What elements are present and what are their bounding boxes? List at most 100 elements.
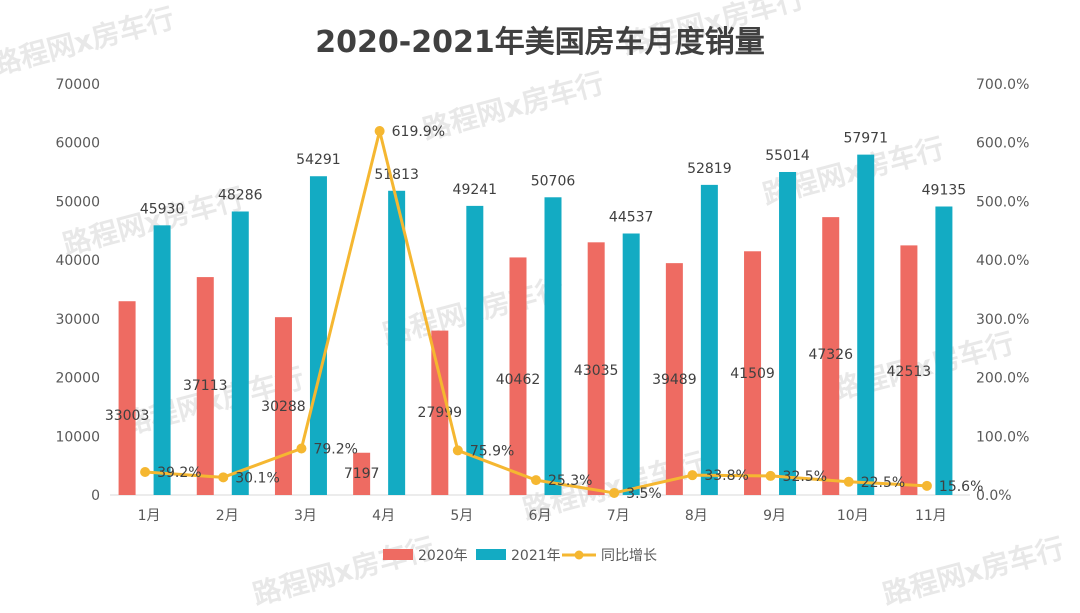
growth-point: [296, 443, 307, 454]
legend-label-2021: 2021年: [511, 548, 561, 564]
data-label-2021: 50706: [531, 173, 576, 189]
bar-2020: [665, 263, 683, 495]
data-label-2021: 49241: [453, 182, 498, 198]
y-tick-label: 30000: [55, 312, 100, 328]
data-label-2020: 43035: [574, 363, 619, 379]
data-label-2021: 54291: [296, 152, 341, 168]
bar-2021: [231, 211, 249, 496]
data-label-2020: 37113: [183, 378, 228, 394]
y2-tick-label: 0.0%: [976, 488, 1012, 504]
y2-tick-label: 500.0%: [976, 194, 1029, 210]
data-label-2020: 27999: [418, 405, 463, 421]
x-tick-label: 6月: [529, 508, 552, 524]
growth-label: 33.8%: [704, 468, 748, 484]
growth-point: [452, 445, 463, 456]
data-label-2020: 7197: [344, 466, 380, 482]
x-tick-label: 2月: [216, 508, 239, 524]
data-label-2020: 33003: [105, 408, 150, 424]
y-tick-label: 20000: [55, 371, 100, 387]
legend-marker-growth: [574, 550, 584, 560]
data-label-2020: 42513: [887, 364, 932, 380]
y2-tick-label: 700.0%: [976, 77, 1029, 93]
bar-2021: [309, 176, 327, 496]
bar-2021: [544, 197, 562, 496]
data-label-2021: 51813: [374, 167, 419, 183]
y-tick-label: 40000: [55, 253, 100, 269]
legend-label-2020: 2020年: [418, 548, 468, 564]
growth-label: 79.2%: [313, 441, 357, 457]
bar-2020: [744, 251, 762, 495]
data-label-2021: 49135: [922, 183, 967, 199]
x-tick-label: 10月: [837, 508, 869, 524]
x-tick-label: 1月: [138, 508, 161, 524]
y-tick-label: 70000: [55, 77, 100, 93]
legend-swatch-2021: [476, 549, 506, 560]
data-label-2020: 40462: [496, 372, 541, 388]
chart-title: 2020-2021年美国房车月度销量: [315, 25, 764, 60]
growth-label: 3.5%: [626, 486, 662, 502]
sales-chart: 2020-2021年美国房车月度销量 0 10000 20000 30000 40000 5…: [55, 25, 1029, 564]
legend-label-growth: 同比增长: [601, 548, 657, 564]
y2-tick-label: 100.0%: [976, 429, 1029, 445]
bar-2021: [935, 206, 953, 495]
legend-swatch-2020: [383, 549, 413, 560]
growth-point: [218, 472, 229, 483]
data-label-2021: 45930: [140, 201, 185, 217]
bar-2020: [118, 301, 136, 495]
growth-label: 32.5%: [783, 469, 827, 485]
bar-2020: [196, 277, 214, 495]
y2-tick-label: 200.0%: [976, 371, 1029, 387]
data-label-2021: 57971: [843, 131, 888, 147]
x-tick-label: 8月: [685, 508, 708, 524]
bar-2020: [353, 452, 371, 495]
data-label-2021: 44537: [609, 210, 654, 226]
growth-point: [687, 470, 698, 481]
bar-2021: [779, 171, 797, 495]
bar-2021: [857, 154, 875, 495]
x-tick-label: 3月: [294, 508, 317, 524]
bar-2021: [153, 225, 171, 495]
y2-tick-label: 400.0%: [976, 253, 1029, 269]
bar-2020: [431, 330, 449, 495]
growth-point: [843, 476, 854, 487]
y2-tick-label: 600.0%: [976, 136, 1029, 152]
data-label-2021: 55014: [765, 148, 810, 164]
data-label-2020: 39489: [652, 372, 697, 388]
growth-label: 22.5%: [861, 475, 905, 491]
data-label-2021: 48286: [218, 187, 263, 203]
growth-point: [765, 470, 776, 481]
x-tick-label: 4月: [372, 508, 395, 524]
growth-label: 39.2%: [157, 465, 201, 481]
bar-2021: [622, 233, 640, 495]
growth-point: [921, 480, 932, 491]
y-tick-label: 10000: [55, 429, 100, 445]
data-label-2020: 47326: [808, 347, 853, 363]
x-tick-label: 9月: [763, 508, 786, 524]
data-label-2020: 41509: [730, 366, 775, 382]
x-tick-label: 11月: [915, 508, 947, 524]
bar-2020: [274, 317, 292, 495]
bar-2020: [900, 245, 918, 495]
y-tick-label: 0: [91, 488, 100, 504]
data-label-2020: 30288: [261, 399, 306, 415]
bar-2021: [700, 184, 718, 495]
bar-2021: [466, 205, 484, 495]
bar-2020: [509, 257, 527, 495]
bar-2020: [822, 217, 840, 495]
growth-label: 25.3%: [548, 473, 592, 489]
bar-2021: [388, 190, 406, 495]
growth-point: [140, 466, 151, 477]
y-tick-label: 60000: [55, 136, 100, 152]
bar-2020: [587, 242, 605, 495]
growth-label: 619.9%: [392, 124, 445, 140]
y-tick-label: 50000: [55, 194, 100, 210]
growth-label: 15.6%: [939, 479, 983, 495]
growth-point: [609, 487, 620, 498]
data-label-2021: 52819: [687, 161, 732, 177]
growth-label: 30.1%: [235, 470, 279, 486]
y2-tick-label: 300.0%: [976, 312, 1029, 328]
x-tick-label: 5月: [450, 508, 473, 524]
growth-label: 75.9%: [470, 443, 514, 459]
x-tick-label: 7月: [607, 508, 630, 524]
growth-point: [374, 126, 385, 137]
